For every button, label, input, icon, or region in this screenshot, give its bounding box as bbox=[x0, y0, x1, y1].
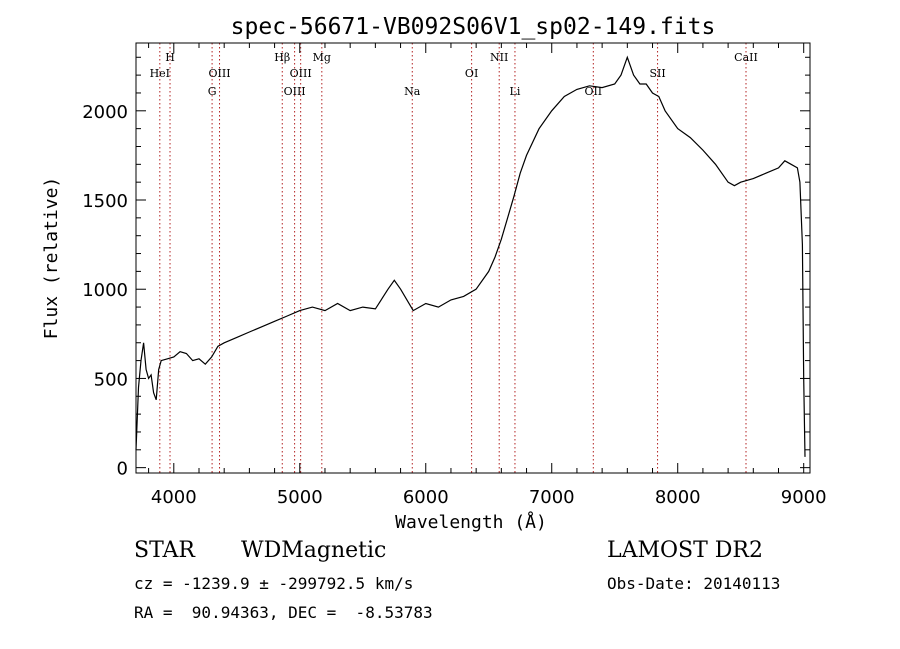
observation-date: Obs-Date: 20140113 bbox=[607, 574, 781, 593]
spectral-line-label: Na bbox=[404, 85, 421, 98]
spectral-line-label: OI bbox=[465, 67, 478, 80]
spectral-line-label: OIII bbox=[290, 67, 312, 80]
plot-frame bbox=[135, 42, 811, 474]
coordinates: RA = 90.94363, DEC = -8.53783 bbox=[134, 603, 433, 622]
spectral-line-label: SII bbox=[649, 67, 665, 80]
spectral-line-label: HeI bbox=[150, 67, 170, 80]
object-class: STAR bbox=[134, 538, 195, 563]
y-tick-label: 0 bbox=[117, 459, 128, 480]
spectral-line-label: OIII bbox=[284, 85, 306, 98]
x-axis-label: Wavelength (Å) bbox=[395, 511, 547, 533]
x-tick-label: 8000 bbox=[655, 487, 701, 508]
x-tick-label: 6000 bbox=[403, 487, 449, 508]
spectral-line-label: OII bbox=[584, 85, 602, 98]
y-axis-label: Flux (relative) bbox=[41, 177, 62, 340]
spectral-line-label: Hβ bbox=[274, 51, 290, 64]
spectral-line-label: H bbox=[165, 51, 175, 64]
y-tick-label: 1500 bbox=[82, 191, 128, 212]
y-tick-label: 2000 bbox=[82, 102, 128, 123]
chart-title: spec-56671-VB092S06V1_sp02-149.fits bbox=[231, 14, 716, 40]
y-tick-label: 1000 bbox=[82, 280, 128, 301]
x-tick-label: 5000 bbox=[277, 487, 323, 508]
y-tick-label: 500 bbox=[94, 369, 128, 390]
x-tick-label: 7000 bbox=[529, 487, 575, 508]
x-tick-label: 4000 bbox=[151, 487, 197, 508]
spectrum-series-line bbox=[135, 55, 806, 457]
survey-name: LAMOST DR2 bbox=[607, 538, 763, 563]
redshift-line: cz = -1239.9 ± -299792.5 km/s bbox=[134, 574, 414, 593]
spectral-line-label: CaII bbox=[734, 51, 758, 64]
axis-ticks: 4000 5000 6000 7000 8000 9000 0 500 1000 1500 2000 bbox=[82, 43, 827, 508]
object-subclass: WDMagnetic bbox=[241, 538, 387, 563]
spectral-line-label: NII bbox=[490, 51, 508, 64]
x-tick-label: 9000 bbox=[781, 487, 827, 508]
spectral-line-label: OIII bbox=[208, 67, 230, 80]
spectral-line-label: Mg bbox=[313, 51, 331, 64]
spectral-line-label: Li bbox=[510, 85, 521, 98]
spectral-line-label: G bbox=[208, 85, 217, 98]
